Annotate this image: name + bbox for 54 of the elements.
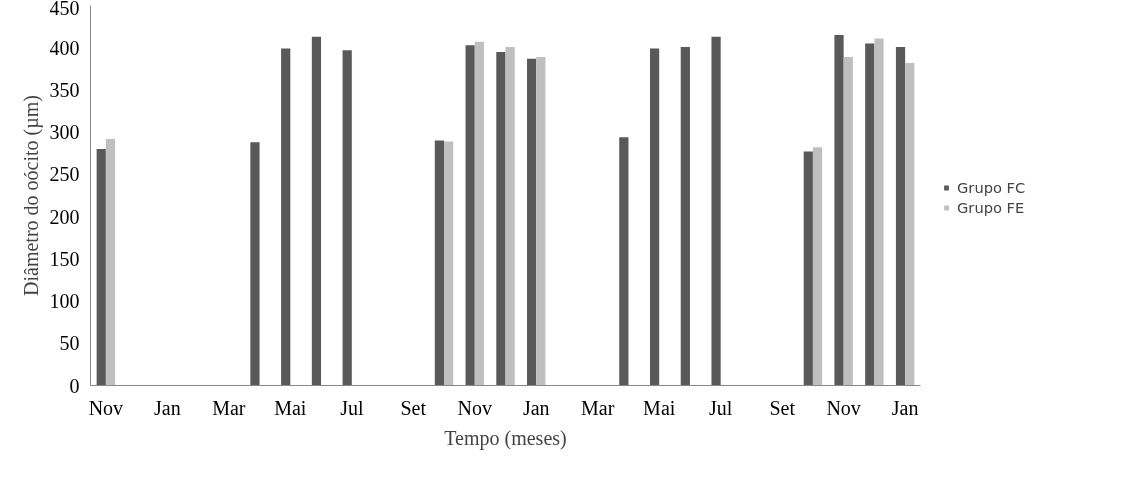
bar [527, 58, 537, 386]
y-tick-label: 450 [49, 0, 80, 19]
y-tick-label: 300 [49, 121, 80, 144]
x-tick-label: Jul [709, 396, 733, 419]
bar [874, 38, 884, 386]
bar [619, 137, 629, 386]
x-tick-label: Mar [212, 396, 246, 419]
bar [803, 151, 813, 386]
y-tick-label: 0 [69, 374, 80, 397]
bar [649, 48, 660, 386]
bar [536, 57, 546, 386]
y-axis-title: Diâmetro do oócito (µm) [19, 95, 43, 296]
bar [474, 41, 484, 386]
y-tick-label: 100 [49, 290, 80, 313]
bar [834, 35, 844, 386]
bar [680, 46, 690, 386]
bar [105, 138, 116, 386]
legend-label: Grupo FC [957, 178, 1026, 196]
bar [96, 149, 106, 386]
legend-label: Grupo FE [957, 198, 1025, 216]
bar [895, 46, 906, 386]
x-tick-label: Mar [581, 396, 615, 419]
x-tick-label: Nov [88, 396, 124, 419]
y-tick-label: 400 [49, 36, 80, 59]
bar [311, 36, 322, 386]
bar [812, 147, 823, 386]
x-axis-title: Tempo (meses) [444, 426, 567, 450]
x-tick-label: Mai [274, 396, 307, 419]
y-tick-label: 200 [49, 205, 80, 228]
x-tick-label: Jul [340, 396, 364, 419]
x-tick-label: Nov [457, 396, 492, 419]
bar [444, 141, 454, 386]
x-tick-label: Jan [154, 396, 181, 419]
y-tick-label: 250 [49, 163, 80, 186]
bar [434, 140, 445, 386]
x-tick-label: Nov [826, 396, 861, 419]
bar [281, 48, 291, 386]
bar [711, 36, 721, 386]
bar [496, 51, 506, 386]
bar [505, 46, 515, 386]
x-tick-label: Set [769, 396, 796, 419]
y-tick-label: 50 [59, 332, 80, 355]
x-tick-label: Mai [643, 396, 676, 419]
bar [342, 50, 352, 386]
y-tick-label: 150 [49, 247, 80, 270]
bar [250, 142, 260, 386]
bar [843, 57, 853, 386]
x-tick-label: Jan [891, 396, 919, 419]
bar [865, 43, 875, 386]
x-tick-label: Jan [522, 396, 550, 419]
y-tick-label: 350 [49, 78, 80, 101]
bar [465, 45, 475, 386]
bar [905, 62, 915, 386]
x-tick-label: Set [400, 396, 427, 419]
